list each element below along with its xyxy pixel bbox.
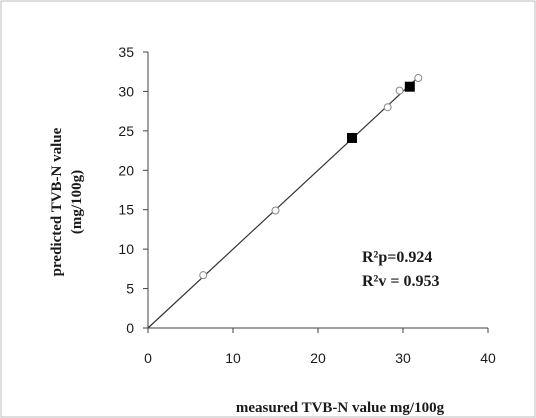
y-tick-label: 5 — [126, 281, 134, 297]
filled-square-point — [404, 81, 415, 92]
y-axis-title-line2: (mg/100g) — [69, 170, 85, 234]
filled-square-point — [347, 132, 357, 143]
y-tick-label: 30 — [118, 83, 134, 99]
x-tick-label: 0 — [144, 350, 152, 366]
y-axis-title-group: predicted TVB-N value (mg/100g) — [49, 127, 85, 276]
y-tick-label: 20 — [118, 162, 134, 178]
open-circle-point — [395, 86, 404, 95]
data-points — [199, 74, 423, 280]
open-circle-point — [199, 271, 208, 280]
y-tick-label: 15 — [118, 202, 134, 218]
axes — [143, 51, 489, 333]
annotation-r2v: R²v = 0.953 — [362, 273, 439, 290]
x-tick-label: 10 — [225, 350, 241, 366]
fit-line — [147, 76, 419, 329]
y-tick-label: 10 — [118, 241, 134, 257]
y-axis-title-line1: predicted TVB-N value — [49, 127, 65, 276]
y-tick-label: 35 — [118, 44, 134, 60]
tick-labels: 0 5 10 15 20 25 30 35 0 10 20 30 40 — [118, 44, 496, 366]
y-tick-label: 0 — [126, 320, 134, 336]
y-tick-label: 25 — [118, 123, 134, 139]
x-tick-label: 20 — [310, 350, 326, 366]
annotation-r2p: R²p=0.924 — [362, 249, 432, 266]
open-circle-point — [271, 206, 280, 215]
fit-line-group — [147, 76, 419, 329]
x-tick-label: 40 — [480, 350, 496, 366]
open-circle-point — [383, 103, 392, 112]
x-tick-label: 30 — [395, 350, 411, 366]
x-axis-title: measured TVB-N value mg/100g — [236, 400, 445, 416]
open-circle-point — [414, 74, 423, 83]
